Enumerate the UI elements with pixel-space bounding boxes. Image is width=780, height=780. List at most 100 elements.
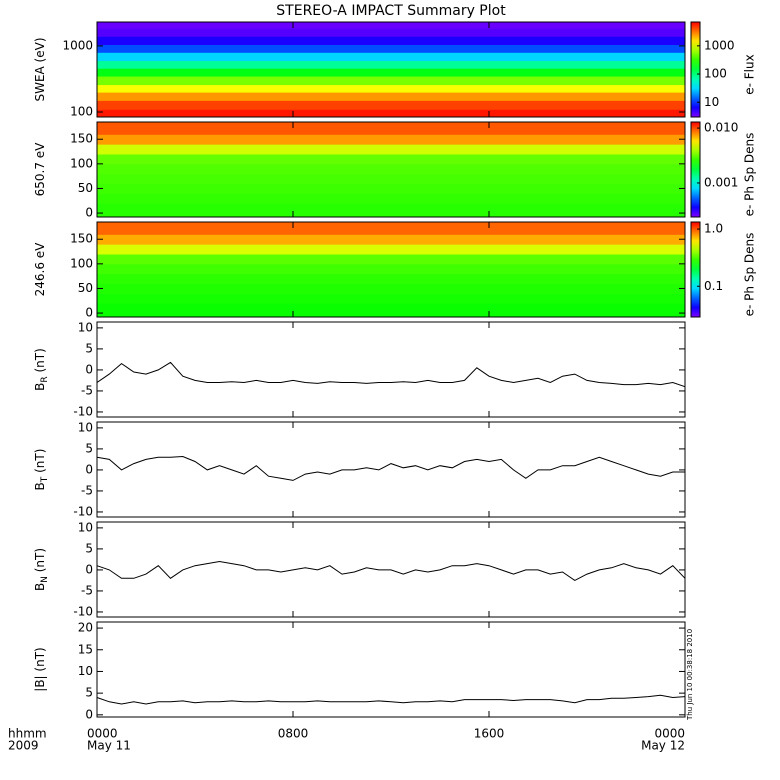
colorbar-tick-label: 100 (704, 67, 727, 81)
panel-frame (96, 621, 686, 718)
y-axis-label-sub: T (40, 476, 50, 483)
colorbar (690, 121, 701, 218)
y-tick-label: 0 (85, 707, 93, 721)
heatmap-cell (97, 92, 685, 101)
colorbar (690, 21, 701, 118)
colorbar-label: e- Ph Sp Dens (743, 233, 757, 317)
colorbar-tick-label: 1000 (704, 38, 735, 52)
heatmap-cell (97, 60, 685, 69)
plot-title: STEREO-A IMPACT Summary Plot (276, 3, 506, 19)
y-axis-label-sub: N (40, 576, 50, 583)
y-axis-label: SWEA (eV) (33, 37, 47, 101)
y-tick-label: 0 (85, 206, 93, 220)
line-trace (96, 694, 686, 705)
y-tick-label: 100 (70, 156, 93, 170)
panel-frame (96, 121, 686, 218)
heatmap-cell (97, 153, 685, 165)
y-tick-label: -10 (73, 404, 93, 418)
y-tick-label: 10 (78, 320, 93, 334)
heatmap-cell (97, 193, 685, 204)
y-tick-label: 5 (85, 541, 93, 555)
heatmap-cell (97, 68, 685, 77)
heatmap-cell (97, 293, 685, 304)
colorbar-label: e- Ph Sp Dens (743, 133, 757, 217)
y-tick-label: 20 (78, 621, 93, 635)
heatmap-cell (97, 222, 685, 235)
panel-frame (96, 321, 686, 418)
heatmap-cell (97, 44, 685, 53)
heatmap-cell (97, 203, 685, 218)
colorbar-tick-label: 0.010 (704, 121, 738, 135)
x-tick-label: 0800 (278, 727, 309, 741)
y-tick-label: 5 (85, 441, 93, 455)
x-tick-label: 0000 (87, 727, 118, 741)
panel-frame (96, 421, 686, 518)
y-tick-label: 50 (78, 281, 93, 295)
heatmap-cell (97, 234, 685, 245)
y-tick-label: 1000 (62, 38, 93, 52)
y-axis-label: BR (nT) (33, 348, 50, 391)
colorbar-tick-label: 10 (704, 95, 719, 109)
y-axis-label: |B| (nT) (33, 647, 47, 691)
y-axis-label-main: 246.6 eV (33, 242, 47, 297)
y-tick-label: 0 (85, 562, 93, 576)
y-axis-label-main: B (33, 482, 47, 490)
heatmap-cell (97, 122, 685, 135)
heatmap-cell (97, 76, 685, 86)
heatmap-cell (97, 303, 685, 318)
heatmap-cell (97, 163, 685, 175)
y-tick-label: 50 (78, 181, 93, 195)
y-tick-label: 10 (78, 664, 93, 678)
x-label-year: 2009 (8, 739, 39, 753)
y-tick-label: 5 (85, 686, 93, 700)
heatmap-cell (97, 100, 685, 110)
colorbar (690, 221, 701, 318)
y-tick-label: -10 (73, 504, 93, 518)
y-tick-label: 0 (85, 462, 93, 476)
heatmap-cell (97, 22, 685, 29)
date-label: May 11 (87, 739, 131, 753)
heatmap-cell (97, 183, 685, 194)
heatmap-cell (97, 134, 685, 145)
heatmap-cell (97, 273, 685, 285)
y-axis-label-sub: R (40, 376, 50, 382)
y-axis-label: 650.7 eV (33, 142, 47, 197)
y-tick-label: 15 (78, 642, 93, 656)
y-axis-label: BT (nT) (33, 449, 50, 491)
x-tick-label: 1600 (474, 727, 505, 741)
y-tick-label: 150 (70, 232, 93, 246)
y-tick-label: 0 (85, 362, 93, 376)
y-tick-label: 10 (78, 520, 93, 534)
timestamp: Thu Jun 10 00:38:18 2010 (686, 629, 694, 721)
y-axis-label: BN (nT) (33, 548, 50, 591)
y-tick-label: -10 (73, 604, 93, 618)
y-tick-label: -5 (81, 383, 93, 397)
y-tick-label: 100 (70, 104, 93, 118)
date-label: May 12 (641, 739, 685, 753)
x-label-time: hhmm (8, 727, 47, 741)
y-tick-label: 100 (70, 256, 93, 270)
heatmap-cell (97, 263, 685, 275)
y-axis-label-main: B (33, 583, 47, 591)
heatmap-cell (97, 84, 685, 93)
y-axis-label-unit: (nT) (33, 449, 47, 477)
heatmap-cell (97, 36, 685, 46)
x-tick-label: 0000 (654, 727, 685, 741)
y-axis-label-main: |B| (nT) (33, 647, 47, 691)
y-tick-label: 150 (70, 132, 93, 146)
line-trace (96, 560, 686, 581)
y-axis-label-main: 650.7 eV (33, 142, 47, 197)
y-axis-label: 246.6 eV (33, 242, 47, 297)
colorbar-tick-label: 1.0 (704, 222, 723, 236)
heatmap-cell (97, 52, 685, 62)
heatmap-cell (97, 173, 685, 185)
y-axis-label-unit: (nT) (33, 348, 47, 376)
panel-frame (96, 221, 686, 318)
y-axis-label-main: SWEA (eV) (33, 37, 47, 101)
heatmap-cell (97, 244, 685, 255)
y-axis-label-main: B (33, 383, 47, 391)
heatmap-cell (97, 28, 685, 37)
y-tick-label: -5 (81, 583, 93, 597)
heatmap-cell (97, 253, 685, 265)
